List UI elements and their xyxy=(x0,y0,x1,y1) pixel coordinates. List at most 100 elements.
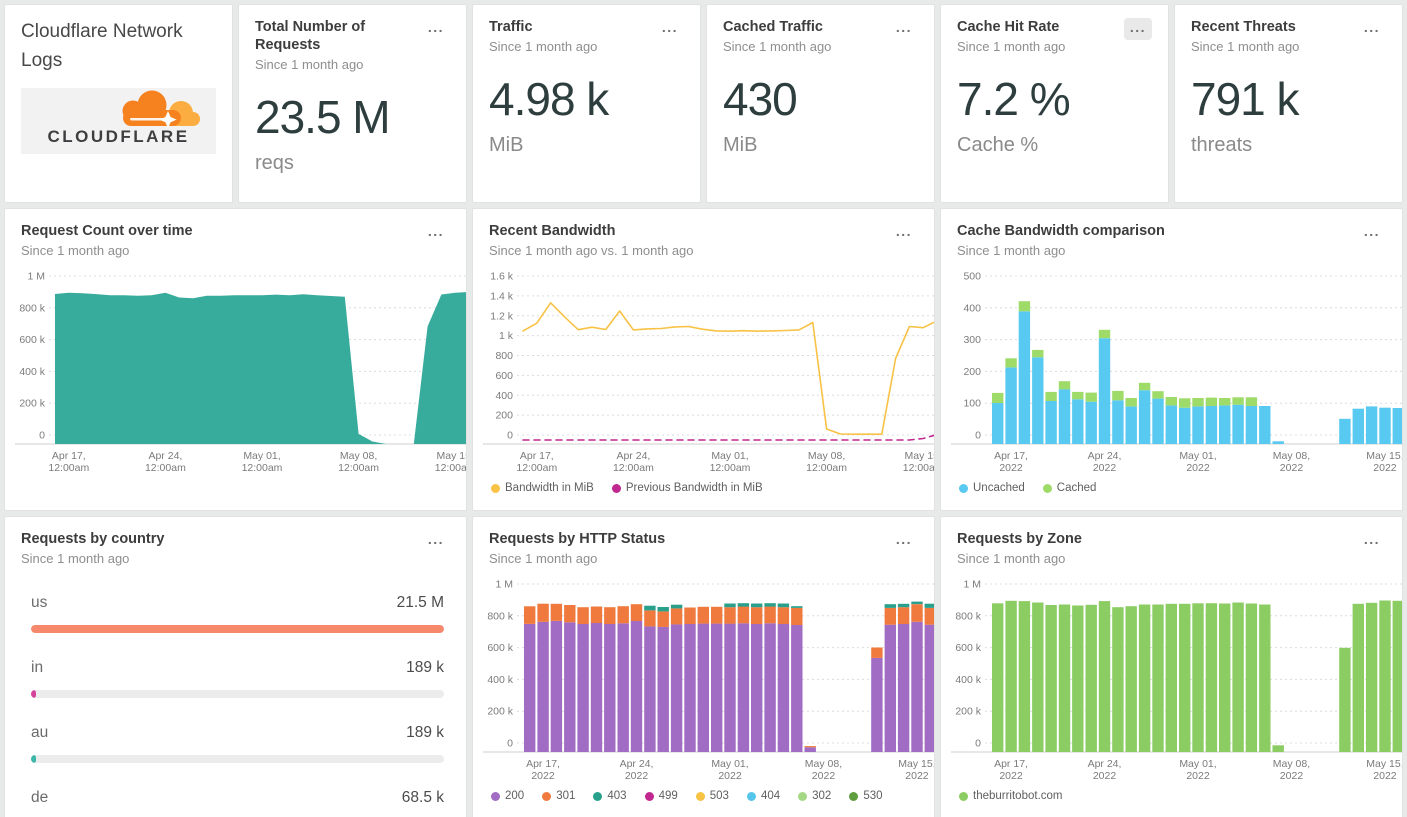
card-subtitle: Since 1 month ago xyxy=(1191,39,1300,55)
svg-text:600: 600 xyxy=(495,370,513,382)
legend-item-200[interactable]: 200 xyxy=(491,790,524,802)
stat-card-recent-threats: Recent Threats Since 1 month ago ... 791… xyxy=(1174,4,1403,203)
ellipsis-menu-icon[interactable]: ... xyxy=(427,19,444,35)
country-bar-track xyxy=(31,625,444,634)
ellipsis-menu-icon[interactable]: ... xyxy=(895,531,912,547)
legend-dot-icon xyxy=(593,791,603,801)
cache-bandwidth-comparison-legend: Uncached Cached xyxy=(959,482,1398,494)
stat-unit: threats xyxy=(1191,134,1253,157)
svg-text:May 15,12:00am: May 15,12:00am xyxy=(903,450,935,474)
chart-row-1: Request Count over time Since 1 month ag… xyxy=(4,208,1403,511)
svg-text:0: 0 xyxy=(975,738,981,750)
legend-item-503[interactable]: 503 xyxy=(695,790,729,802)
country-row-us: us 21.5 M xyxy=(21,594,450,634)
http-status-chart-canvas[interactable]: 1 M 800 k 600 k 400 k 200 k 0 Apr 17, 2022 Apr 2… xyxy=(477,570,934,817)
stat-unit: MiB xyxy=(489,134,524,157)
svg-text:Apr 24,12:00am: Apr 24, 12:00am xyxy=(145,450,186,474)
legend-item-301[interactable]: 301 xyxy=(542,790,575,802)
ellipsis-menu-icon[interactable]: ... xyxy=(1123,18,1152,40)
svg-text:600 k: 600 k xyxy=(19,334,45,346)
legend-label: Previous Bandwidth in MiB xyxy=(625,482,763,495)
ellipsis-menu-icon[interactable]: ... xyxy=(1363,223,1380,239)
stat-value: 23.5 M xyxy=(255,91,391,144)
ellipsis-menu-icon[interactable]: ... xyxy=(1363,19,1380,35)
svg-text:0: 0 xyxy=(507,430,513,442)
requests-by-http-status-legend: 200301403499503404302530526524 xyxy=(491,790,930,817)
ellipsis-menu-icon[interactable]: ... xyxy=(427,223,444,239)
legend-label: Cached xyxy=(1056,482,1097,495)
svg-text:Apr 17,2022: Apr 17, 2022 xyxy=(994,758,1028,782)
svg-text:Apr 24,2022: Apr 24, 2022 xyxy=(1088,758,1122,782)
svg-text:1.2 k: 1.2 k xyxy=(490,310,514,322)
country-label: au xyxy=(31,724,49,742)
ellipsis-menu-icon[interactable]: ... xyxy=(895,19,912,35)
legend-dot-icon xyxy=(959,483,968,493)
card-title: Total Number of Requests xyxy=(255,19,366,54)
legend-label: theburritobot.com xyxy=(973,790,1063,803)
legend-item-530[interactable]: 530 xyxy=(849,790,883,803)
zone-chart-canvas[interactable]: 1 M 800 k 600 k 400 k 200 k 0 Apr 17, 2022 Apr 2… xyxy=(945,570,1402,802)
svg-text:May 15,2022: May 15, 2022 xyxy=(1366,758,1403,782)
svg-text:1 M: 1 M xyxy=(963,579,981,591)
legend-label: Uncached xyxy=(973,482,1025,495)
ellipsis-menu-icon[interactable]: ... xyxy=(427,531,444,547)
request-count-chart-canvas[interactable]: 1 M 800 k 600 k 400 k 200 k 0 Apr 17, 12:00am Ap… xyxy=(9,262,466,478)
svg-text:May 08,12:00am: May 08, 12:00am xyxy=(338,450,379,474)
legend-item-theburritobot.com[interactable]: theburritobot.com xyxy=(959,790,1063,802)
legend-dot-icon xyxy=(849,791,859,801)
legend-item-Previous Bandwidth in MiB[interactable]: Previous Bandwidth in MiB xyxy=(611,482,763,495)
svg-text:400 k: 400 k xyxy=(955,674,981,686)
svg-text:300: 300 xyxy=(963,334,981,346)
svg-text:Apr 24,2022: Apr 24, 2022 xyxy=(1088,450,1122,474)
legend-item-Uncached[interactable]: Uncached xyxy=(959,482,1025,494)
legend-dot-icon xyxy=(491,791,500,801)
svg-text:100: 100 xyxy=(963,398,981,410)
svg-text:800: 800 xyxy=(495,350,513,362)
legend-dot-icon xyxy=(746,791,756,801)
chart-card-http-status: Requests by HTTP Status Since 1 month ag… xyxy=(472,516,935,817)
legend-item-Cached[interactable]: Cached xyxy=(1042,482,1097,495)
legend-dot-icon xyxy=(1042,483,1052,493)
svg-text:0: 0 xyxy=(39,430,45,442)
country-bar-track xyxy=(31,755,444,764)
chart-card-cache-bandwidth: Cache Bandwidth comparison Since 1 month… xyxy=(940,208,1403,511)
legend-item-499[interactable]: 499 xyxy=(644,790,678,802)
svg-text:400: 400 xyxy=(495,390,513,402)
stat-row: Cloudflare Network Logs CLOUDFLARE Total… xyxy=(4,4,1403,203)
svg-text:200 k: 200 k xyxy=(955,706,981,718)
ellipsis-menu-icon[interactable]: ... xyxy=(661,19,678,35)
country-bar-fill xyxy=(31,690,36,699)
brand-card: Cloudflare Network Logs CLOUDFLARE xyxy=(4,4,233,203)
legend-dot-icon xyxy=(542,791,552,801)
card-subtitle: Since 1 month ago xyxy=(957,551,1066,567)
card-subtitle: Since 1 month ago xyxy=(957,39,1066,55)
card-subtitle: Since 1 month ago xyxy=(723,39,832,55)
stat-value: 791 k xyxy=(1191,73,1300,126)
recent-bandwidth-chart-canvas[interactable]: 1.6 k 1.4 k 1.2 k 1 k 800 600 400 200 0 Apr 17, 12… xyxy=(477,262,934,495)
card-title: Cache Bandwidth comparison xyxy=(957,223,1165,239)
legend-item-302[interactable]: 302 xyxy=(798,790,831,802)
svg-text:May 15,2022: May 15, 2022 xyxy=(898,758,935,782)
legend-item-404[interactable]: 404 xyxy=(746,790,780,802)
legend-label: 530 xyxy=(863,790,883,803)
stat-value: 4.98 k xyxy=(489,73,609,126)
country-value: 189 k xyxy=(406,724,444,742)
ellipsis-menu-icon[interactable]: ... xyxy=(1363,531,1380,547)
ellipsis-menu-icon[interactable]: ... xyxy=(895,223,912,239)
country-row-in: in 189 k xyxy=(21,659,450,699)
card-subtitle: Since 1 month ago xyxy=(255,57,364,73)
legend-item-403[interactable]: 403 xyxy=(593,790,627,802)
country-label: in xyxy=(31,659,44,677)
legend-dot-icon xyxy=(959,791,968,801)
svg-text:0: 0 xyxy=(507,738,513,750)
svg-text:Apr 17,2022: Apr 17, 2022 xyxy=(994,450,1028,474)
stat-unit: MiB xyxy=(723,134,758,157)
legend-item-Bandwidth in MiB[interactable]: Bandwidth in MiB xyxy=(491,482,594,494)
cache-bandwidth-chart-canvas[interactable]: 500 400 300 200 100 0 Apr 17, 2022 Apr 24, 2022 Ma… xyxy=(945,262,1402,494)
page-title: Cloudflare Network Logs xyxy=(21,21,183,71)
legend-dot-icon xyxy=(491,483,500,493)
card-subtitle: Since 1 month ago xyxy=(21,243,130,259)
country-value: 68.5 k xyxy=(401,789,444,807)
svg-text:May 01,2022: May 01, 2022 xyxy=(711,758,748,782)
cloudflare-cloud-icon xyxy=(122,90,200,129)
